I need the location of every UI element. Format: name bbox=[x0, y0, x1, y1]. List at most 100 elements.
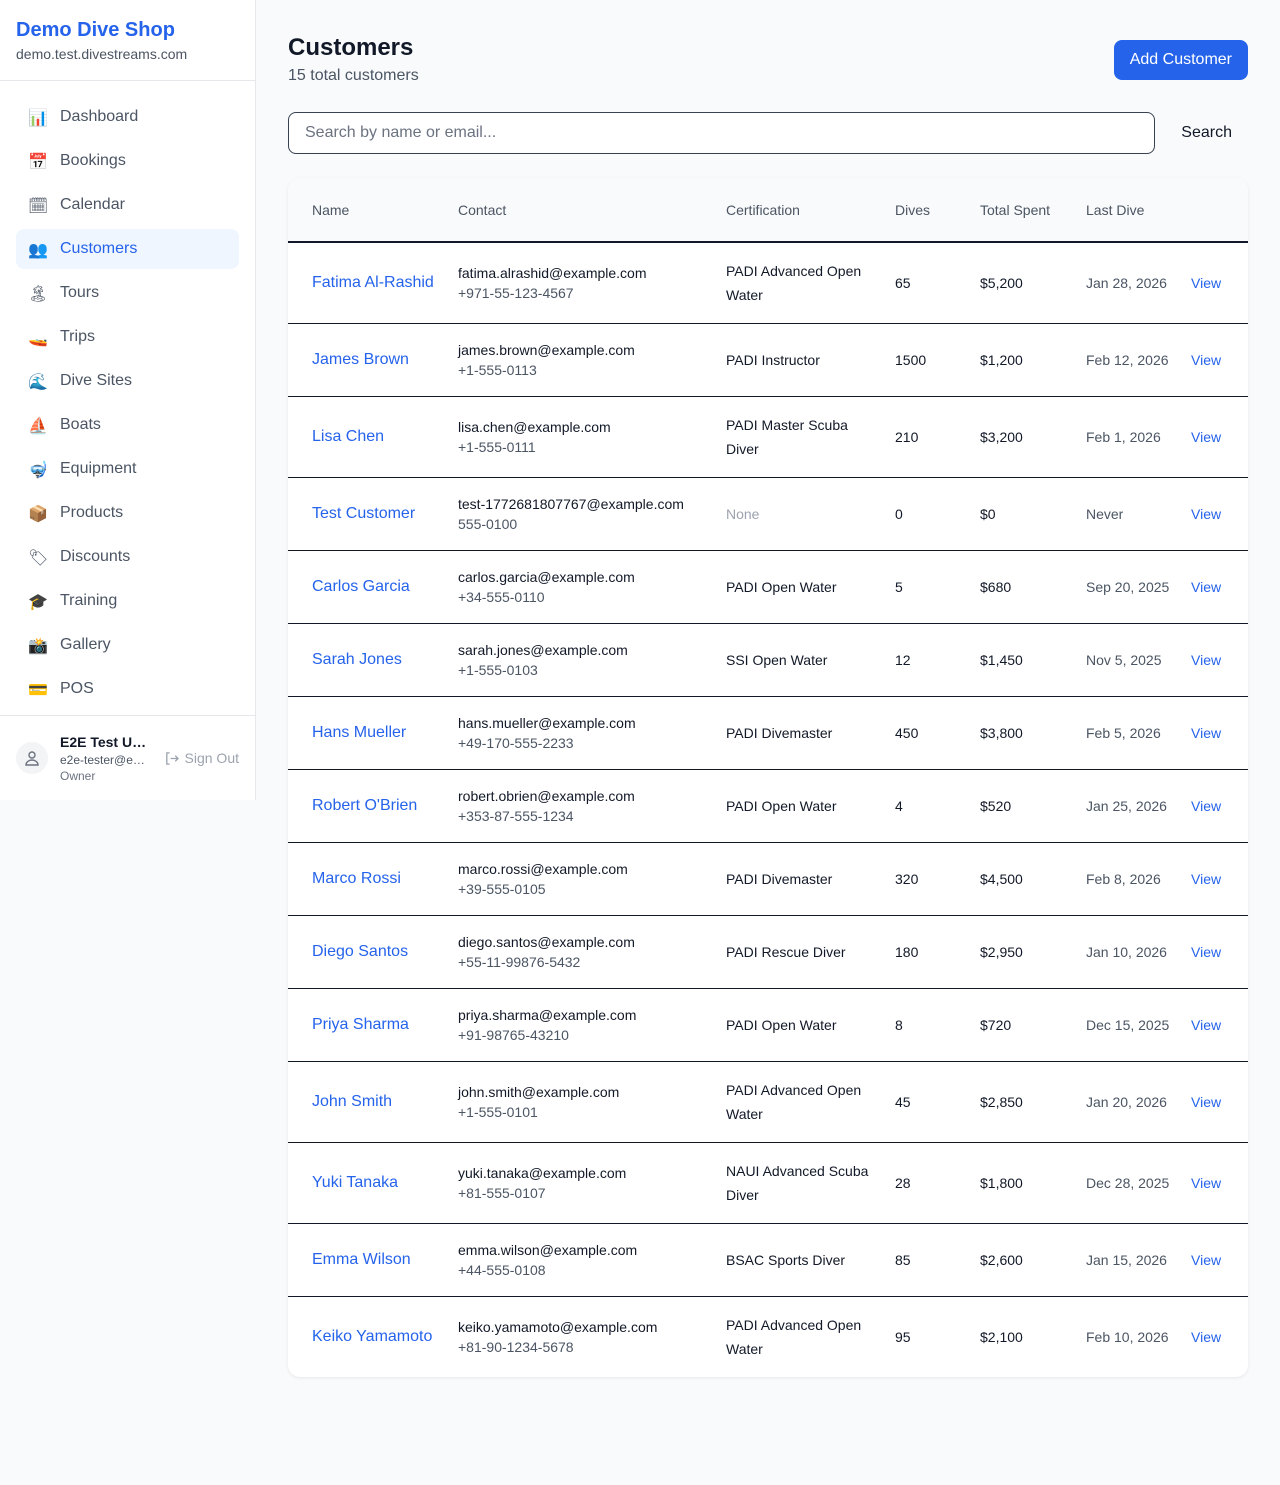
customer-email: marco.rossi@example.com bbox=[458, 861, 628, 877]
customer-name-link[interactable]: Priya Sharma bbox=[312, 1016, 409, 1033]
customer-last-dive: Dec 28, 2025 bbox=[1086, 1142, 1191, 1224]
view-customer-link[interactable]: View bbox=[1191, 623, 1248, 697]
search-button[interactable]: Search bbox=[1155, 124, 1248, 142]
table-row: Keiko Yamamoto keiko.yamamoto@example.co… bbox=[288, 1297, 1248, 1378]
customer-name-link[interactable]: Hans Mueller bbox=[312, 724, 407, 741]
customer-name-link[interactable]: Fatima Al-Rashid bbox=[312, 274, 434, 291]
view-customer-link[interactable]: View bbox=[1191, 477, 1248, 551]
customer-name-link[interactable]: James Brown bbox=[312, 351, 409, 368]
customer-certification: PADI Advanced Open Water bbox=[726, 263, 862, 303]
customer-certification: BSAC Sports Diver bbox=[726, 1252, 846, 1268]
customer-last-dive: Feb 12, 2026 bbox=[1086, 323, 1191, 397]
view-customer-link[interactable]: View bbox=[1191, 988, 1248, 1062]
customer-certification: PADI Master Scuba Diver bbox=[726, 417, 848, 457]
view-customer-link[interactable]: View bbox=[1191, 696, 1248, 770]
view-customer-link[interactable]: View bbox=[1191, 396, 1248, 478]
customer-dives: 0 bbox=[895, 477, 980, 551]
customers-table: Name Contact Certification Dives Total Spent… bbox=[288, 178, 1248, 1377]
customer-name-link[interactable]: Emma Wilson bbox=[312, 1251, 411, 1268]
view-customer-link[interactable]: View bbox=[1191, 323, 1248, 397]
customer-dives: 320 bbox=[895, 842, 980, 916]
customer-certification: NAUI Advanced Scuba Diver bbox=[726, 1163, 869, 1203]
sidebar-item-discounts[interactable]: 🏷 Discounts bbox=[16, 537, 239, 577]
customer-total-spent: $3,800 bbox=[980, 696, 1086, 770]
customer-total-spent: $0 bbox=[980, 477, 1086, 551]
customer-name-link[interactable]: Robert O'Brien bbox=[312, 797, 418, 814]
customer-total-spent: $1,450 bbox=[980, 623, 1086, 697]
table-row: Yuki Tanaka yuki.tanaka@example.com +81-5… bbox=[288, 1142, 1248, 1224]
view-customer-link[interactable]: View bbox=[1191, 242, 1248, 324]
sidebar-item-equipment[interactable]: 🤿 Equipment bbox=[16, 449, 239, 489]
view-customer-link[interactable]: View bbox=[1191, 915, 1248, 989]
customer-phone: +353-87-555-1234 bbox=[458, 808, 574, 824]
main-content: Customers 15 total customers Add Custome… bbox=[288, 32, 1248, 1377]
customer-total-spent: $520 bbox=[980, 769, 1086, 843]
shop-domain: demo.test.divestreams.com bbox=[16, 46, 188, 62]
sidebar-item-label: Dashboard bbox=[60, 108, 139, 125]
customer-certification: PADI Instructor bbox=[726, 352, 820, 368]
sidebar-item-training[interactable]: 🎓 Training bbox=[16, 581, 239, 621]
customer-name-link[interactable]: John Smith bbox=[312, 1093, 393, 1110]
customer-last-dive: Jan 10, 2026 bbox=[1086, 915, 1191, 989]
customer-phone: +44-555-0108 bbox=[458, 1262, 546, 1278]
customers-table-card: Name Contact Certification Dives Total Spent… bbox=[288, 178, 1248, 1377]
sidebar-item-trips[interactable]: 🚤 Trips bbox=[16, 317, 239, 357]
customer-name-link[interactable]: Diego Santos bbox=[312, 943, 409, 960]
tours-icon: 🏝 bbox=[28, 283, 49, 303]
view-customer-link[interactable]: View bbox=[1191, 1223, 1248, 1297]
sidebar-item-calendar[interactable]: 🗓 Calendar bbox=[16, 185, 239, 225]
customer-email: test-1772681807767@example.com bbox=[458, 496, 684, 512]
trips-icon: 🚤 bbox=[28, 327, 48, 347]
customer-name-link[interactable]: Test Customer bbox=[312, 505, 416, 522]
sidebar-item-customers[interactable]: 👥 Customers bbox=[16, 229, 239, 269]
sidebar-item-gallery[interactable]: 📸 Gallery bbox=[16, 625, 239, 665]
customer-last-dive: Feb 5, 2026 bbox=[1086, 696, 1191, 770]
customer-total-spent: $1,800 bbox=[980, 1142, 1086, 1224]
training-icon: 🎓 bbox=[28, 591, 48, 611]
calendar-icon: 🗓 bbox=[28, 195, 49, 215]
sidebar-item-label: Customers bbox=[60, 240, 138, 257]
customer-certification: None bbox=[726, 506, 760, 522]
view-customer-link[interactable]: View bbox=[1191, 769, 1248, 843]
customer-name-link[interactable]: Carlos Garcia bbox=[312, 578, 410, 595]
sidebar: Demo Dive Shop demo.test.divestreams.com… bbox=[0, 0, 256, 800]
customer-dives: 210 bbox=[895, 396, 980, 478]
sign-out-label: Sign Out bbox=[184, 750, 239, 766]
view-customer-link[interactable]: View bbox=[1191, 1142, 1248, 1224]
sign-out-button[interactable]: Sign Out bbox=[164, 750, 239, 766]
customer-name-link[interactable]: Sarah Jones bbox=[312, 651, 402, 668]
customer-name-link[interactable]: Marco Rossi bbox=[312, 870, 401, 887]
view-customer-link[interactable]: View bbox=[1191, 1329, 1222, 1345]
search-input[interactable] bbox=[288, 112, 1155, 154]
sidebar-item-bookings[interactable]: 📅 Bookings bbox=[16, 141, 239, 181]
view-customer-link[interactable]: View bbox=[1191, 842, 1248, 916]
customer-dives: 45 bbox=[895, 1061, 980, 1143]
brand: Demo Dive Shop demo.test.divestreams.com bbox=[0, 0, 255, 81]
user-name: E2E Test User bbox=[60, 734, 148, 750]
add-customer-button[interactable]: Add Customer bbox=[1113, 40, 1248, 80]
sidebar-item-products[interactable]: 📦 Products bbox=[16, 493, 239, 533]
table-row: Emma Wilson emma.wilson@example.com +44-5… bbox=[288, 1223, 1248, 1297]
customer-email: fatima.alrashid@example.com bbox=[458, 265, 647, 281]
shop-name[interactable]: Demo Dive Shop bbox=[16, 19, 175, 41]
sidebar-item-label: Bookings bbox=[60, 152, 126, 169]
customer-total-spent: $2,100 bbox=[980, 1329, 1023, 1345]
table-row: Sarah Jones sarah.jones@example.com +1-55… bbox=[288, 623, 1248, 697]
sidebar-item-label: POS bbox=[60, 680, 94, 697]
sidebar-item-dive-sites[interactable]: 🌊 Dive Sites bbox=[16, 361, 239, 401]
customer-dives: 450 bbox=[895, 696, 980, 770]
table-row: Marco Rossi marco.rossi@example.com +39-5… bbox=[288, 842, 1248, 916]
customer-name-link[interactable]: Keiko Yamamoto bbox=[312, 1328, 433, 1345]
table-row: Diego Santos diego.santos@example.com +55… bbox=[288, 915, 1248, 989]
customer-phone: +1-555-0113 bbox=[458, 362, 537, 378]
user-email: e2e-tester@example.com bbox=[60, 753, 146, 767]
customer-name-link[interactable]: Lisa Chen bbox=[312, 428, 385, 445]
table-header-row: Name Contact Certification Dives Total Spent… bbox=[288, 178, 1248, 243]
sidebar-item-boats[interactable]: ⛵ Boats bbox=[16, 405, 239, 445]
view-customer-link[interactable]: View bbox=[1191, 550, 1248, 624]
sidebar-item-pos[interactable]: 💳 POS bbox=[16, 669, 239, 709]
view-customer-link[interactable]: View bbox=[1191, 1061, 1248, 1143]
customer-name-link[interactable]: Yuki Tanaka bbox=[312, 1174, 398, 1191]
sidebar-item-dashboard[interactable]: 📊 Dashboard bbox=[16, 97, 239, 137]
sidebar-item-tours[interactable]: 🏝 Tours bbox=[16, 273, 239, 313]
